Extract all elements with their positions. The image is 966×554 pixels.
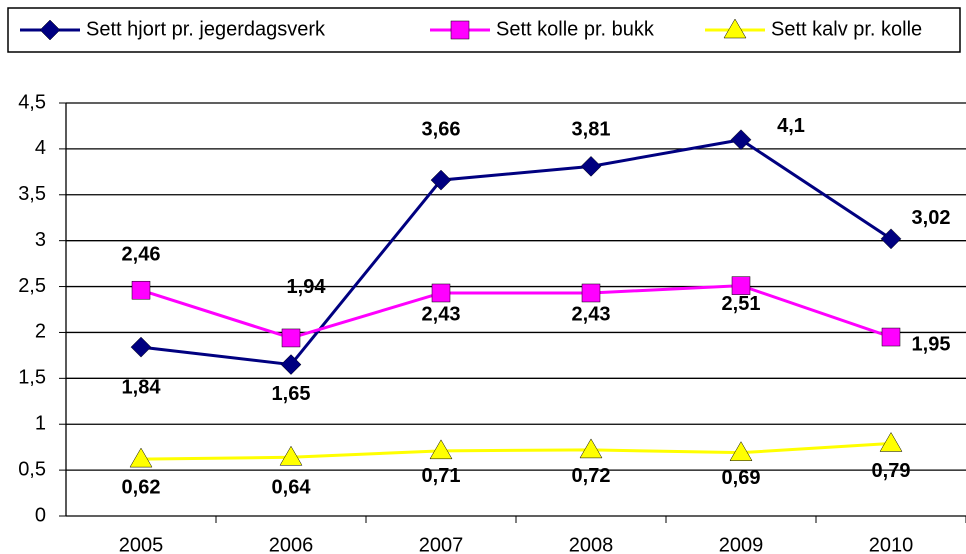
marker xyxy=(279,445,303,466)
marker xyxy=(723,18,747,39)
legend-label: Sett hjort pr. jegerdagsverk xyxy=(86,18,326,40)
data-label: 0,72 xyxy=(572,465,611,487)
marker xyxy=(880,228,902,250)
marker xyxy=(581,283,601,303)
marker xyxy=(280,354,302,375)
data-label: 2,51 xyxy=(722,293,761,315)
marker xyxy=(131,280,151,300)
data-label: 3,66 xyxy=(422,118,461,140)
marker xyxy=(450,20,470,40)
series-line xyxy=(140,441,892,461)
data-label: 2,43 xyxy=(572,303,611,325)
marker xyxy=(431,283,451,303)
x-tick-label: 2006 xyxy=(269,534,314,554)
x-tick-label: 2007 xyxy=(419,534,464,554)
data-label: 1,95 xyxy=(912,333,951,355)
y-tick-label: 2,5 xyxy=(18,275,46,297)
data-label: 3,02 xyxy=(912,207,951,229)
y-tick-label: 3,5 xyxy=(18,183,46,205)
data-label: 3,81 xyxy=(572,119,611,141)
data-label: 1,84 xyxy=(122,376,162,398)
marker xyxy=(39,19,61,41)
marker xyxy=(580,155,602,177)
marker xyxy=(579,438,603,459)
y-tick-label: 1 xyxy=(35,413,46,435)
x-tick-label: 2008 xyxy=(569,534,614,554)
x-tick-label: 2009 xyxy=(719,534,764,554)
data-label: 4,1 xyxy=(777,115,805,137)
data-label: 0,62 xyxy=(122,476,161,498)
y-tick-label: 4,5 xyxy=(18,91,46,113)
marker xyxy=(130,336,152,358)
marker xyxy=(429,439,453,460)
y-tick-label: 2 xyxy=(35,321,46,343)
y-tick-label: 0,5 xyxy=(18,458,46,480)
data-label: 1,94 xyxy=(287,276,327,298)
marker xyxy=(881,327,901,347)
legend-label: Sett kalv pr. kolle xyxy=(771,18,922,40)
marker xyxy=(879,431,903,452)
y-tick-label: 4 xyxy=(35,137,46,159)
legend-label: Sett kolle pr. bukk xyxy=(496,18,655,40)
marker xyxy=(281,328,301,348)
series-line xyxy=(140,138,892,367)
x-tick-label: 2010 xyxy=(869,534,914,554)
marker xyxy=(430,169,452,191)
series-line xyxy=(140,284,892,340)
data-label: 0,79 xyxy=(872,460,911,482)
marker xyxy=(129,447,153,468)
marker xyxy=(729,441,753,461)
y-tick-label: 1,5 xyxy=(18,367,46,389)
marker xyxy=(731,276,751,295)
data-label: 1,65 xyxy=(272,383,311,405)
y-tick-label: 0 xyxy=(35,504,46,526)
data-label: 2,43 xyxy=(422,303,461,325)
data-label: 0,64 xyxy=(272,477,312,499)
x-tick-label: 2005 xyxy=(119,534,164,554)
y-tick-label: 3 xyxy=(35,229,46,251)
data-label: 2,46 xyxy=(122,244,161,266)
marker xyxy=(730,129,752,151)
data-label: 0,69 xyxy=(722,467,761,489)
data-label: 0,71 xyxy=(422,465,461,487)
